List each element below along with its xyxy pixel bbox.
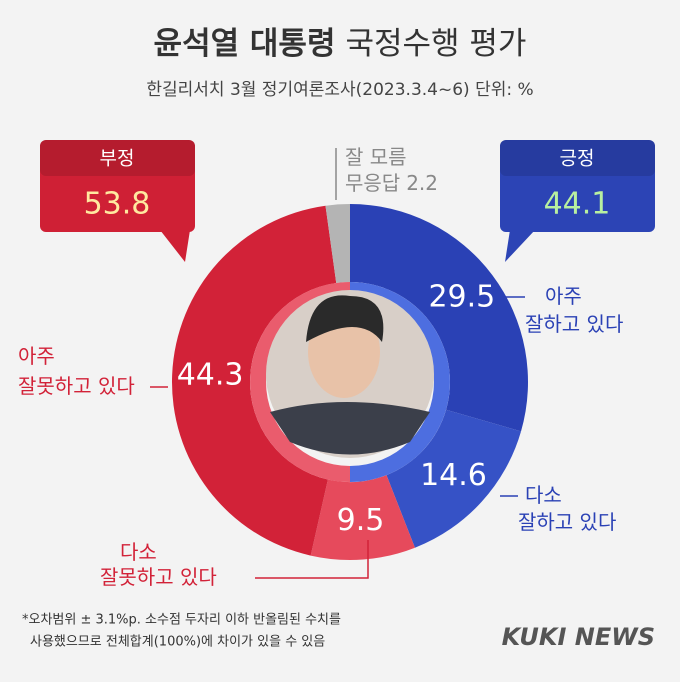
segment-label-text: 잘못하고 있다 (18, 374, 135, 398)
segment-label: 아주 (18, 344, 55, 368)
segment-label: 다소 (120, 540, 157, 564)
segment-label-text: 잘하고 있다 (518, 510, 616, 534)
donut-segment (310, 475, 415, 560)
donut-segment (350, 204, 528, 432)
callout-label: 부정 (100, 148, 135, 170)
donut-segment (386, 409, 522, 548)
callout-tail (505, 230, 535, 262)
callout-box (500, 140, 655, 232)
callout-header (500, 140, 655, 176)
segment-label-text: 아주 (545, 284, 582, 308)
footnote: 사용했으므로 전체합계(100%)에 차이가 있을 수 있음 (30, 634, 325, 650)
segment-label: 아주 (545, 284, 582, 308)
segment-label-text: 무응답 (345, 171, 400, 195)
callout-value: 53.8 (84, 187, 151, 222)
segment-label-text: 잘 모름 (345, 145, 407, 169)
brand-logo: KUKI NEWS (502, 623, 655, 651)
segment-label: 잘하고 있다 (518, 510, 616, 534)
segment-label: 잘하고 있다 (525, 312, 623, 336)
value-label: 29.5 (428, 279, 495, 314)
callout-label: 긍정 (560, 148, 595, 170)
value-label: 9.5 (337, 503, 385, 538)
callout-box (40, 140, 195, 232)
title: 윤석열 대통령 국정수행 평가 (154, 26, 527, 62)
segment-label-text: 잘하고 있다 (525, 312, 623, 336)
leader-line (255, 540, 369, 579)
segment-label-text: 다소 (120, 540, 157, 564)
segment-label-text: 잘못하고 있다 (100, 565, 217, 589)
inner-ring (250, 282, 350, 482)
segment-label: 잘 모름 (345, 145, 407, 169)
segment-label: 잘못하고 있다 (18, 374, 135, 398)
footnote: *오차범위 ± 3.1%p. 소수점 두자리 이하 반올림된 수치를 (22, 613, 341, 628)
segment-label: 다소 (525, 483, 562, 507)
segment-label-text: 아주 (18, 344, 55, 368)
callout-header (40, 140, 195, 176)
value-label: 14.6 (420, 458, 487, 493)
value-label: 44.3 (177, 358, 244, 393)
donut-segment (325, 204, 350, 283)
callout-tail (160, 230, 190, 262)
donut-segment (172, 205, 337, 556)
callouts: 부정 53.8 긍정 44.1 (40, 140, 655, 262)
title-regular: 국정수행 평가 (345, 26, 526, 62)
segment-label: 무응답 2.2 (345, 171, 438, 195)
segment-label: 잘못하고 있다 (100, 565, 217, 589)
portrait-hair (306, 295, 384, 342)
title-bold: 윤석열 대통령 (154, 26, 336, 62)
value-label: 2.2 (406, 171, 438, 195)
segment-label-text: 다소 (525, 483, 562, 507)
portrait-jacket (270, 402, 430, 455)
inner-ring (350, 282, 450, 482)
subtitle: 한길리서치 3월 정기여론조사(2023.3.4~6) 단위: % (146, 80, 533, 100)
callout-value: 44.1 (544, 187, 611, 222)
